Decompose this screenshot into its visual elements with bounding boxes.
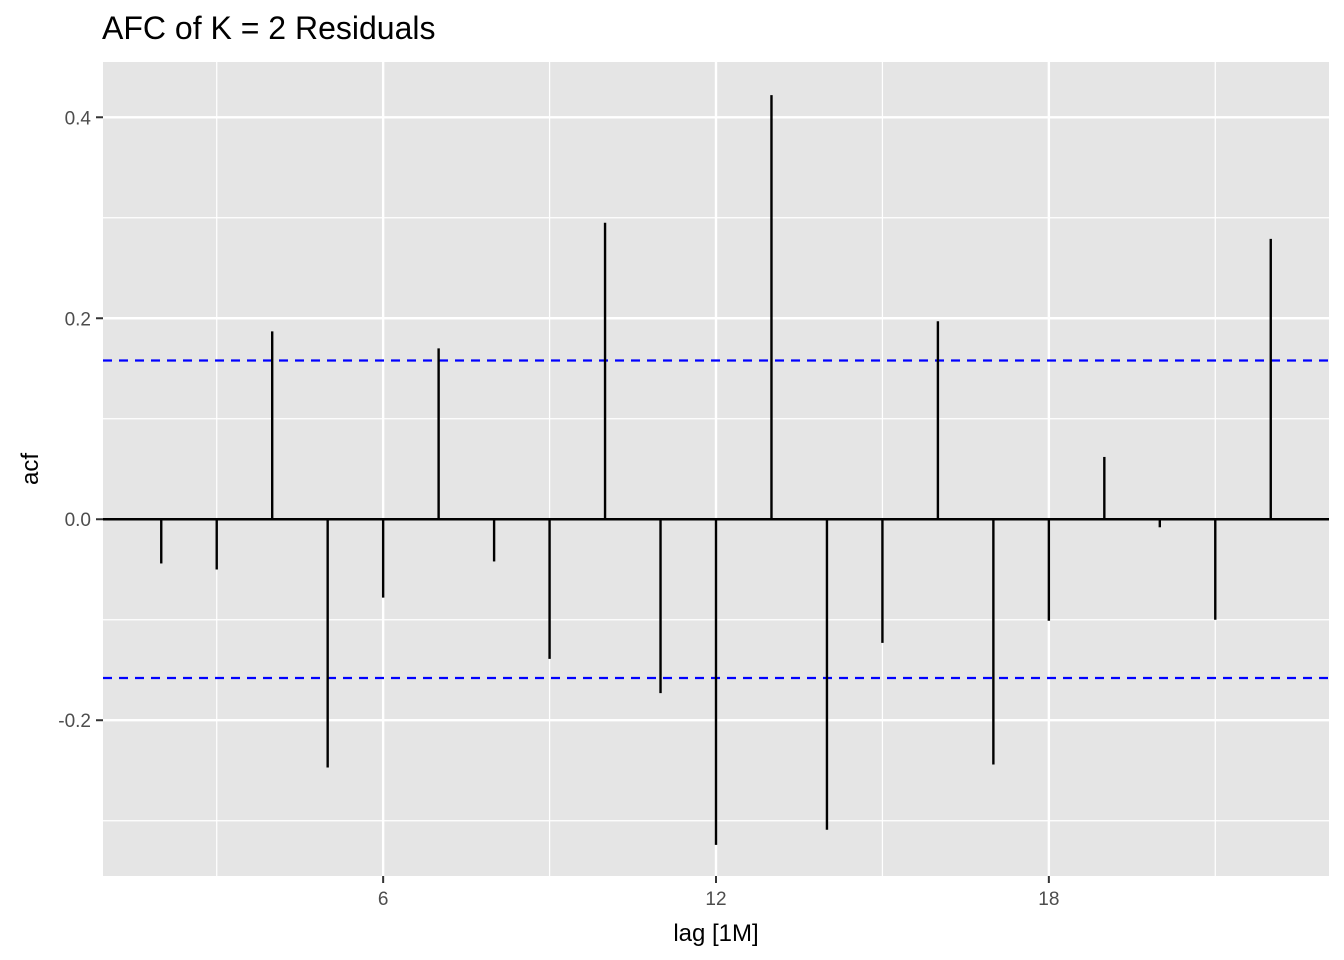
y-tick-label: 0.0: [65, 510, 91, 531]
y-tick-label: 0.2: [65, 309, 91, 330]
y-axis-ticks: -0.2 0.0 0.2 0.4: [58, 108, 103, 732]
y-axis-label: acf: [17, 453, 44, 485]
acf-bars: [160, 95, 1272, 845]
x-axis-label: lag [1M]: [673, 920, 758, 947]
x-tick-label: 6: [378, 889, 389, 910]
x-tick-label: 18: [1038, 889, 1059, 910]
y-tick-label: -0.2: [58, 711, 91, 732]
x-axis-ticks: 6 12 18: [378, 876, 1059, 910]
y-tick-label: 0.4: [65, 108, 92, 129]
x-tick-label: 12: [705, 889, 726, 910]
chart-title: AFC of K = 2 Residuals: [102, 10, 435, 46]
